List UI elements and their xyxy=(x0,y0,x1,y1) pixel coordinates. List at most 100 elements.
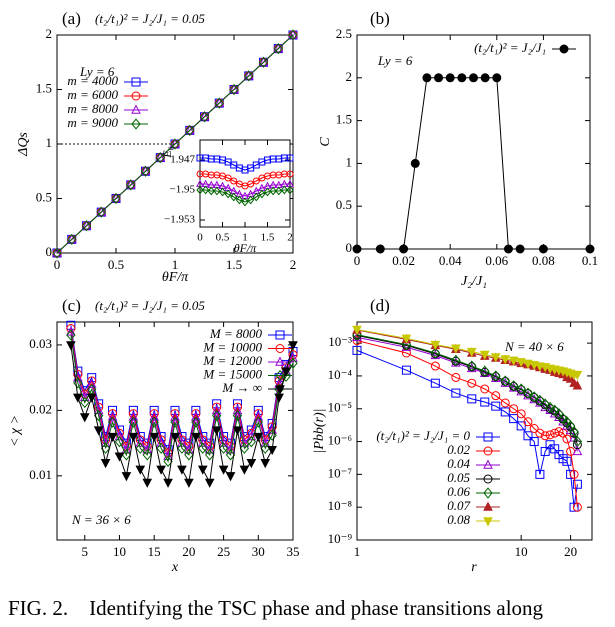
marker xyxy=(196,185,204,195)
caption: FIG. 2. Identifying the TSC phase and ph… xyxy=(8,596,544,620)
marker xyxy=(509,404,519,414)
marker xyxy=(128,411,139,421)
x-tick-label: 5 xyxy=(82,544,89,559)
y-tick-label: 10⁻⁶ xyxy=(328,433,352,448)
marker xyxy=(128,432,139,443)
x-axis-label: x xyxy=(171,560,179,575)
marker xyxy=(190,411,201,421)
annotation: (t₂/t₁)² = J₂/J₁ = 0.05 xyxy=(95,298,205,313)
x-axis-label: r xyxy=(471,560,477,575)
marker xyxy=(274,393,284,403)
marker xyxy=(247,180,255,188)
legend-marker xyxy=(483,517,493,527)
marker xyxy=(207,186,215,196)
marker xyxy=(253,416,263,428)
series-line xyxy=(356,334,578,442)
series-line xyxy=(356,349,578,508)
marker xyxy=(516,383,526,395)
x-tick-label: 1.5 xyxy=(261,232,275,244)
x-tick-label: 1 xyxy=(172,257,179,272)
marker xyxy=(466,347,477,358)
marker xyxy=(286,185,294,195)
y-tick-label: 0.03 xyxy=(29,336,52,351)
marker xyxy=(550,404,560,416)
marker xyxy=(107,432,118,443)
marker xyxy=(107,416,118,428)
marker xyxy=(199,111,210,121)
x-tick-label: 20 xyxy=(564,544,577,559)
x-tick-label: 0 xyxy=(354,253,361,268)
marker xyxy=(558,413,568,425)
legend-label: (t₂/t₁)² = J₂/J₁ = 0 xyxy=(376,428,470,443)
marker xyxy=(401,334,412,344)
y-tick-label: 1.5 xyxy=(336,112,352,127)
marker xyxy=(246,459,257,469)
marker xyxy=(523,417,533,427)
y-tick-label: −1.953 xyxy=(164,214,195,226)
marker xyxy=(184,478,194,488)
marker xyxy=(86,393,97,403)
marker xyxy=(479,350,490,360)
marker xyxy=(246,436,257,448)
marker xyxy=(260,459,271,469)
legend-marker xyxy=(483,446,493,456)
marker xyxy=(529,391,539,403)
marker xyxy=(288,29,298,39)
y-tick-label: 1.947 xyxy=(170,154,195,166)
marker xyxy=(545,401,555,413)
marker xyxy=(198,432,208,442)
marker xyxy=(230,177,238,185)
marker xyxy=(232,404,243,415)
y-tick-label: 1.5 xyxy=(36,80,52,95)
legend-label: 0.02 xyxy=(447,442,470,457)
marker xyxy=(490,353,501,363)
marker xyxy=(492,73,502,83)
legend-marker xyxy=(483,459,493,469)
x-tick-label: 20 xyxy=(182,544,195,559)
marker xyxy=(135,432,145,442)
legend-label: M = 8000 xyxy=(209,326,263,341)
marker xyxy=(239,442,250,454)
marker xyxy=(101,432,111,442)
y-tick-label: 1 xyxy=(46,135,53,150)
marker xyxy=(100,442,111,454)
marker xyxy=(286,154,294,162)
marker xyxy=(572,479,582,489)
marker xyxy=(197,465,208,475)
marker xyxy=(529,423,539,433)
y-tick-label: 0 xyxy=(46,244,53,259)
marker xyxy=(86,378,97,388)
marker xyxy=(229,83,239,96)
marker xyxy=(149,432,160,443)
marker xyxy=(516,409,526,419)
x-tick-label: 0.02 xyxy=(392,253,415,268)
marker xyxy=(232,426,243,436)
marker xyxy=(267,445,278,456)
marker xyxy=(375,244,385,254)
legend-marker xyxy=(131,91,141,101)
marker xyxy=(198,442,208,454)
marker xyxy=(81,220,92,232)
y-tick-label: 0.01 xyxy=(29,467,52,482)
y-axis-label: ΔQs xyxy=(16,132,31,157)
marker xyxy=(114,436,125,448)
marker xyxy=(467,378,477,388)
marker xyxy=(149,411,160,421)
marker xyxy=(225,472,236,482)
marker xyxy=(190,432,201,443)
marker xyxy=(252,177,260,185)
x-tick-label: 25 xyxy=(217,544,230,559)
marker xyxy=(540,446,550,456)
marker xyxy=(155,152,165,164)
marker xyxy=(81,220,92,230)
marker xyxy=(191,416,201,428)
marker xyxy=(523,431,533,441)
marker xyxy=(352,345,362,355)
marker xyxy=(211,410,222,422)
x-tick-label: 0.04 xyxy=(439,253,462,268)
marker xyxy=(434,73,444,83)
legend-label: m = 8000 xyxy=(67,101,118,116)
marker xyxy=(170,138,180,150)
y-axis-label: |Pbb(r)| xyxy=(312,408,327,453)
